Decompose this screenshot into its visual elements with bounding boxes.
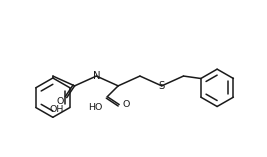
Text: N: N <box>93 71 100 81</box>
Text: OH: OH <box>50 105 64 114</box>
Text: O: O <box>56 97 64 106</box>
Text: S: S <box>159 81 165 91</box>
Text: O: O <box>122 100 130 109</box>
Text: HO: HO <box>88 103 103 112</box>
